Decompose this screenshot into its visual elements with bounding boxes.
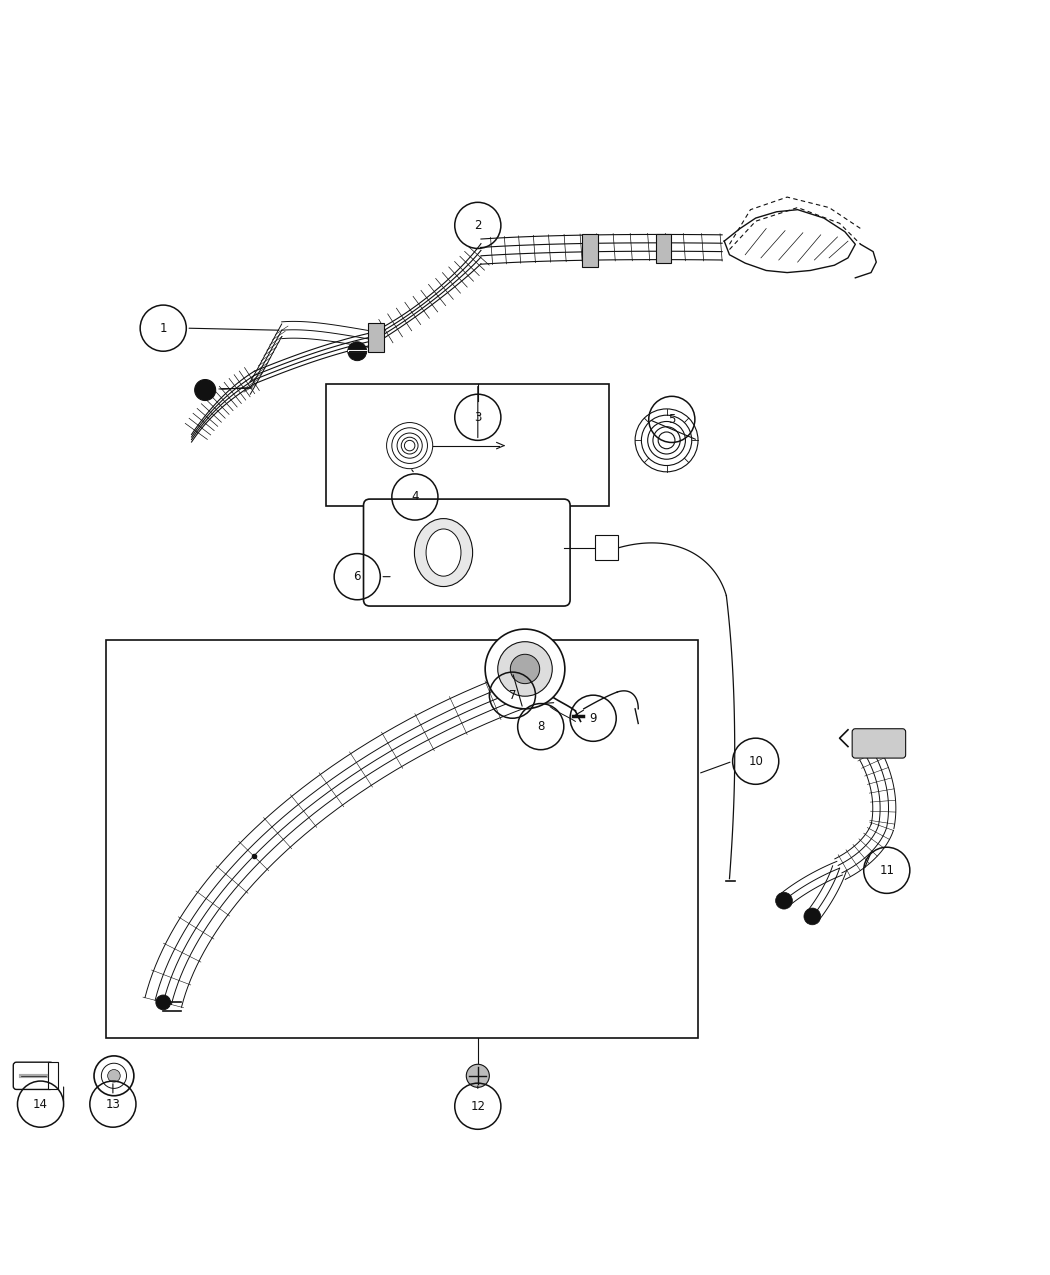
Text: 4: 4 xyxy=(412,491,419,504)
Text: 14: 14 xyxy=(33,1098,48,1111)
Ellipse shape xyxy=(426,529,461,576)
Circle shape xyxy=(155,994,170,1010)
Circle shape xyxy=(776,892,793,909)
Circle shape xyxy=(510,654,540,683)
FancyBboxPatch shape xyxy=(368,323,384,352)
Text: 13: 13 xyxy=(105,1098,121,1111)
FancyBboxPatch shape xyxy=(326,384,609,506)
Text: 6: 6 xyxy=(354,570,361,583)
Text: 7: 7 xyxy=(508,688,517,701)
Text: 1: 1 xyxy=(160,321,167,334)
Circle shape xyxy=(485,629,565,709)
Circle shape xyxy=(348,342,366,361)
FancyBboxPatch shape xyxy=(656,233,671,263)
Text: 12: 12 xyxy=(470,1100,485,1113)
Text: 11: 11 xyxy=(879,863,895,877)
Circle shape xyxy=(466,1065,489,1088)
FancyBboxPatch shape xyxy=(48,1062,59,1089)
FancyBboxPatch shape xyxy=(363,499,570,606)
FancyBboxPatch shape xyxy=(582,233,598,268)
FancyBboxPatch shape xyxy=(106,640,698,1038)
Circle shape xyxy=(804,908,821,924)
Circle shape xyxy=(194,380,215,400)
Text: 5: 5 xyxy=(668,413,675,426)
Circle shape xyxy=(498,641,552,696)
Text: 9: 9 xyxy=(589,711,596,724)
Text: 8: 8 xyxy=(537,720,544,733)
Text: 3: 3 xyxy=(475,411,482,423)
Polygon shape xyxy=(724,209,856,273)
FancyBboxPatch shape xyxy=(14,1062,54,1089)
Circle shape xyxy=(108,1070,121,1082)
FancyBboxPatch shape xyxy=(595,536,618,561)
Text: 2: 2 xyxy=(474,219,482,232)
FancyBboxPatch shape xyxy=(853,729,906,759)
Ellipse shape xyxy=(415,519,472,586)
Text: 10: 10 xyxy=(749,755,763,768)
